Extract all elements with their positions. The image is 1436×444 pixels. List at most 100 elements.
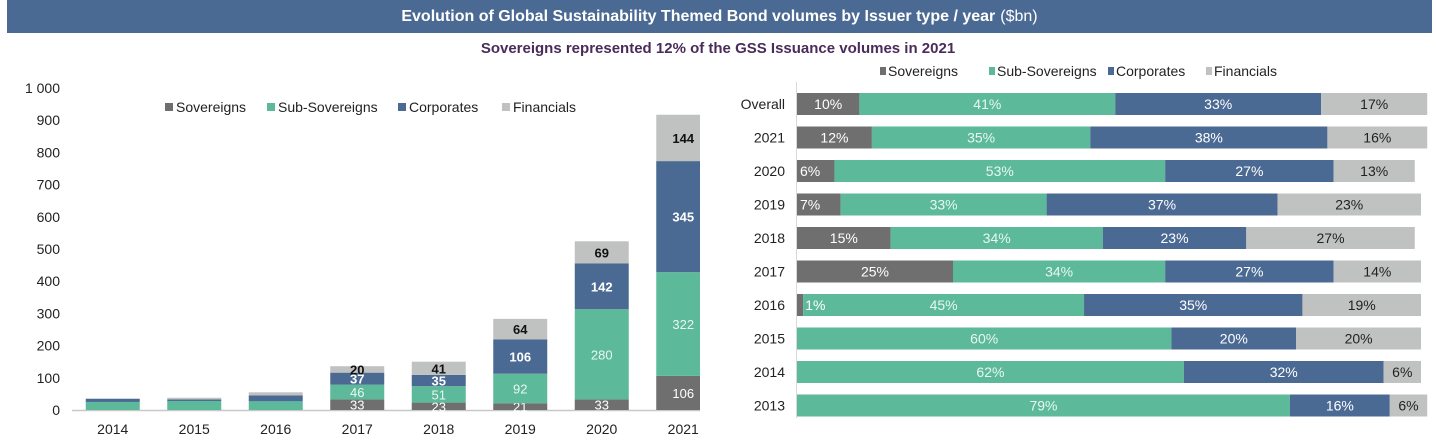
data-label: 322: [672, 317, 694, 332]
data-label: 19%: [1348, 297, 1376, 313]
data-label: 27%: [1235, 163, 1263, 179]
data-label: 17%: [1360, 96, 1388, 112]
bar-segment-financials: [493, 318, 548, 340]
data-label: 37: [350, 372, 364, 387]
data-label: 142: [591, 279, 613, 294]
bar-segment-sovereigns: [797, 126, 872, 149]
data-label: 27%: [1317, 230, 1345, 246]
bar-segment-corporates: [1165, 260, 1334, 283]
data-label: 23: [432, 399, 446, 414]
y-tick-label: 2020: [754, 163, 785, 179]
bar-segment-corporates: [1046, 193, 1278, 216]
bar-segment-sub-sovereigns: [834, 160, 1166, 182]
legend-swatch-corporates: [1108, 67, 1114, 75]
y-tick-label: 2018: [754, 230, 785, 246]
data-label: 20%: [1345, 331, 1373, 347]
legend-swatch-sovereigns: [165, 103, 173, 111]
data-label: 41: [432, 361, 446, 376]
chart-subtitle: Sovereigns represented 12% of the GSS Is…: [480, 40, 956, 57]
y-tick-label: 2021: [754, 130, 785, 146]
data-label: 33%: [1204, 96, 1232, 112]
bar-segment-financials: [248, 392, 303, 396]
y-tick-label: 2016: [754, 297, 785, 313]
x-tick-label: 2014: [97, 421, 128, 437]
bar-segment-corporates: [411, 374, 466, 387]
data-label: 10%: [814, 96, 842, 112]
legend-label-sub-sovereigns: Sub-Sovereigns: [278, 99, 378, 115]
bar-segment-financials: [656, 114, 700, 162]
bar-segment-sub-sovereigns: [803, 294, 1085, 316]
bar-segment-financials: [1302, 294, 1421, 316]
data-label: 53%: [986, 163, 1014, 179]
bar-segment-sovereigns: [797, 93, 860, 115]
bar-segment-sub-sovereigns: [797, 394, 1290, 417]
data-label: 38%: [1195, 130, 1223, 146]
bar-segment-corporates: [1090, 126, 1328, 149]
data-label: 37%: [1148, 197, 1176, 213]
chart-title: Evolution of Global Sustainability Theme…: [401, 7, 996, 25]
y-tick-label: 0: [52, 402, 60, 418]
y-tick-label: 100: [37, 370, 61, 386]
bar-segment-sovereigns: [330, 399, 385, 410]
data-label: 33: [350, 398, 364, 413]
bar-segment-sub-sovereigns: [167, 400, 222, 410]
y-tick-label: 300: [37, 305, 61, 321]
y-tick-label: 2017: [754, 264, 785, 280]
bar-segment-sovereigns: [797, 260, 953, 283]
x-tick-label: 2019: [505, 421, 536, 437]
bar-segment-corporates: [85, 398, 140, 402]
bar-segment-financials: [411, 361, 466, 375]
chart-title-unit: ($bn): [1000, 7, 1038, 25]
bar-segment-corporates: [248, 395, 303, 402]
x-tick-label: 2016: [260, 421, 291, 437]
bar-segment-financials: [574, 241, 629, 264]
data-label: 27%: [1235, 264, 1263, 280]
bar-segment-financials: [1333, 160, 1415, 182]
data-label: 6%: [1398, 398, 1418, 414]
bar-segment-sovereigns: [656, 375, 700, 410]
data-label: 16%: [1326, 398, 1354, 414]
legend-swatch-sub-sovereigns: [989, 67, 995, 75]
bar-segment-sovereigns: [797, 193, 841, 216]
y-tick-label: 700: [37, 177, 61, 193]
data-label: 69: [595, 245, 609, 260]
bar-segment-corporates: [1084, 294, 1303, 316]
data-label: 23%: [1161, 230, 1189, 246]
bar-segment-sovereigns: [797, 160, 835, 182]
legend-label-corporates: Corporates: [1116, 63, 1185, 79]
bar-segment-sub-sovereigns: [493, 373, 548, 404]
x-tick-label: 2021: [668, 421, 699, 437]
bar-segment-financials: [1321, 93, 1428, 115]
bar-segment-sub-sovereigns: [797, 361, 1184, 383]
legend-swatch-sovereigns: [880, 67, 886, 75]
bar-segment-financials: [167, 397, 222, 400]
bar-segment-corporates: [167, 399, 222, 401]
data-label: 46: [350, 385, 364, 400]
bar-segment-sub-sovereigns: [411, 386, 466, 403]
data-label: 35: [432, 374, 446, 389]
bar-segment-sovereigns: [797, 294, 804, 316]
data-label: 64: [513, 322, 528, 337]
data-label: 7%: [800, 197, 820, 213]
data-label: 20: [350, 362, 364, 377]
data-label: 25%: [861, 264, 889, 280]
data-label: 35%: [967, 130, 995, 146]
data-label: 33: [595, 398, 609, 413]
bar-segment-sub-sovereigns: [859, 93, 1116, 115]
share-stacked-bar-chart: Overall 10% 41% 33% 17% 2021 12% 35% 38% 16% 2020 6…: [741, 63, 1428, 418]
bar-segment-corporates: [1183, 361, 1384, 383]
bar-segment-corporates: [656, 161, 700, 273]
bar-segment-corporates: [1115, 93, 1322, 115]
data-label: 6%: [1392, 364, 1412, 380]
bar-segment-financials: [1277, 193, 1421, 216]
y-tick-label: 200: [37, 338, 61, 354]
x-tick-label: 2018: [423, 421, 454, 437]
bar-segment-sovereigns: [411, 402, 466, 410]
data-label: 23%: [1335, 197, 1363, 213]
legend-label-sub-sovereigns: Sub-Sovereigns: [997, 63, 1097, 79]
title-banner: Evolution of Global Sustainability Theme…: [7, 0, 1432, 33]
bar-segment-sub-sovereigns: [656, 272, 700, 376]
data-label: 280: [591, 347, 613, 362]
data-label: 92: [513, 381, 527, 396]
data-label: 62%: [976, 364, 1004, 380]
